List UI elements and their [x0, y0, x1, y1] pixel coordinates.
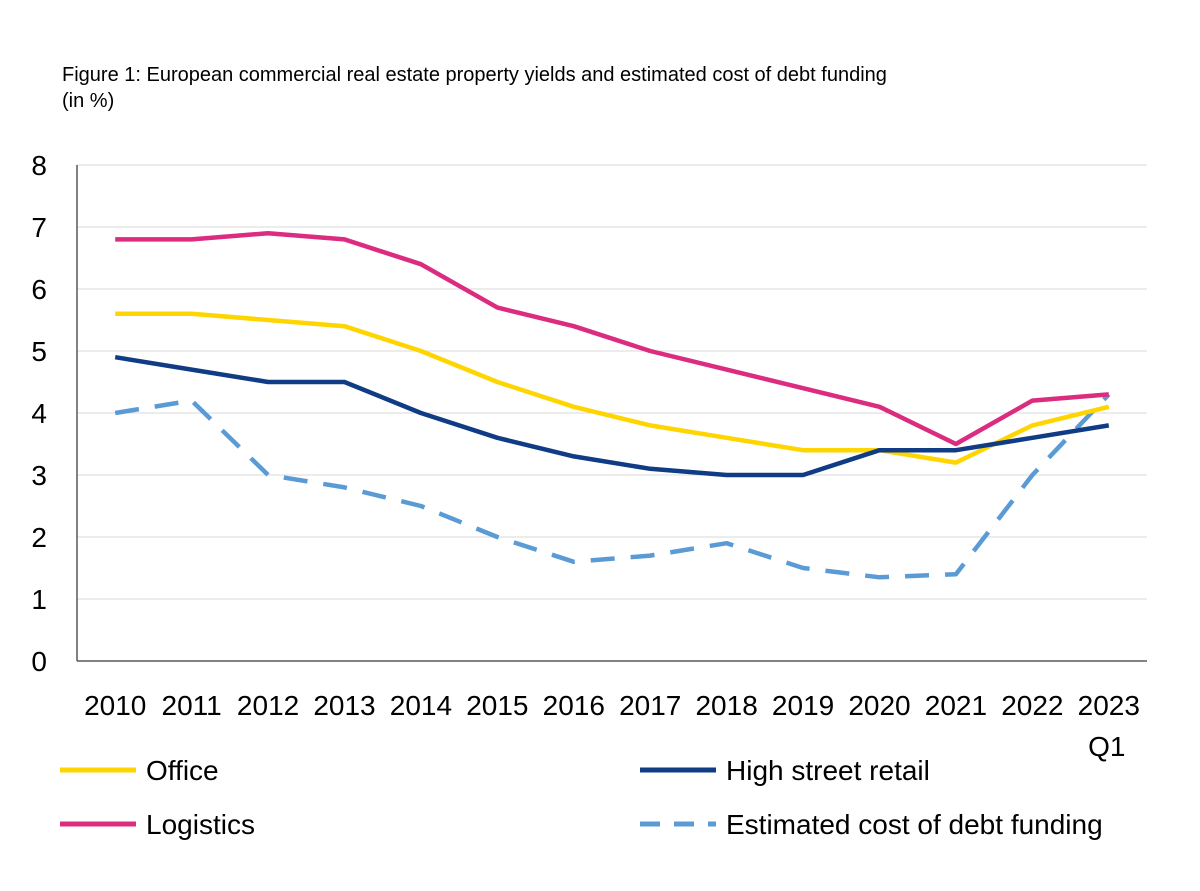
- x-tick-label: 2020: [848, 690, 910, 721]
- x-tick-label: 2014: [390, 690, 452, 721]
- series-line-office: [115, 311, 1110, 465]
- y-tick-label: 1: [31, 584, 47, 615]
- y-tick-label: 5: [31, 336, 47, 367]
- y-tick-label: 6: [31, 274, 47, 305]
- x-tick-label: 2023: [1078, 690, 1140, 721]
- gridlines: [77, 164, 1147, 600]
- x-tick-label: 2022: [1001, 690, 1063, 721]
- legend-label-high-street-retail: High street retail: [726, 755, 930, 786]
- x-tick-label: 2019: [772, 690, 834, 721]
- x-tick-label: 2016: [543, 690, 605, 721]
- x-axis-tick-labels: 2010 2011 2012 2013 2014 2015 2016 2017 2018 2019…: [84, 690, 1140, 762]
- x-tick-label: 2010: [84, 690, 146, 721]
- y-axis-tick-labels: 0 1 2 3 4 5 6 7 8: [31, 150, 47, 677]
- legend-label-estimated-cost-of-debt-funding: Estimated cost of debt funding: [726, 809, 1103, 840]
- series-line-logistics: [115, 230, 1109, 447]
- y-tick-label: 8: [31, 150, 47, 181]
- y-tick-label: 4: [31, 398, 47, 429]
- series-lines: [114, 230, 1111, 580]
- y-tick-label: 2: [31, 522, 47, 553]
- y-tick-label: 0: [31, 646, 47, 677]
- axes: [76, 165, 1147, 662]
- x-tick-label: 2013: [313, 690, 375, 721]
- legend-label-logistics: Logistics: [146, 809, 255, 840]
- legend: Office High street retail Logistics Estimat…: [60, 755, 1103, 840]
- x-tick-label: 2015: [466, 690, 528, 721]
- legend-label-office: Office: [146, 755, 219, 786]
- x-tick-label: 2012: [237, 690, 299, 721]
- y-tick-label: 7: [31, 212, 47, 243]
- x-tick-label: 2017: [619, 690, 681, 721]
- x-tick-sublabel: Q1: [1088, 731, 1125, 762]
- x-tick-label: 2018: [695, 690, 757, 721]
- y-tick-label: 3: [31, 460, 47, 491]
- chart-title: Figure 1: European commercial real estat…: [62, 62, 887, 114]
- series-line-estimated-cost-of-debt-funding: [114, 392, 1111, 580]
- series-line-high-street-retail: [114, 354, 1110, 478]
- x-tick-label: 2011: [162, 690, 222, 721]
- x-tick-label: 2021: [925, 690, 987, 721]
- chart-title-line-1: Figure 1: European commercial real estat…: [62, 64, 887, 86]
- chart-title-line-2: (in %): [62, 90, 115, 112]
